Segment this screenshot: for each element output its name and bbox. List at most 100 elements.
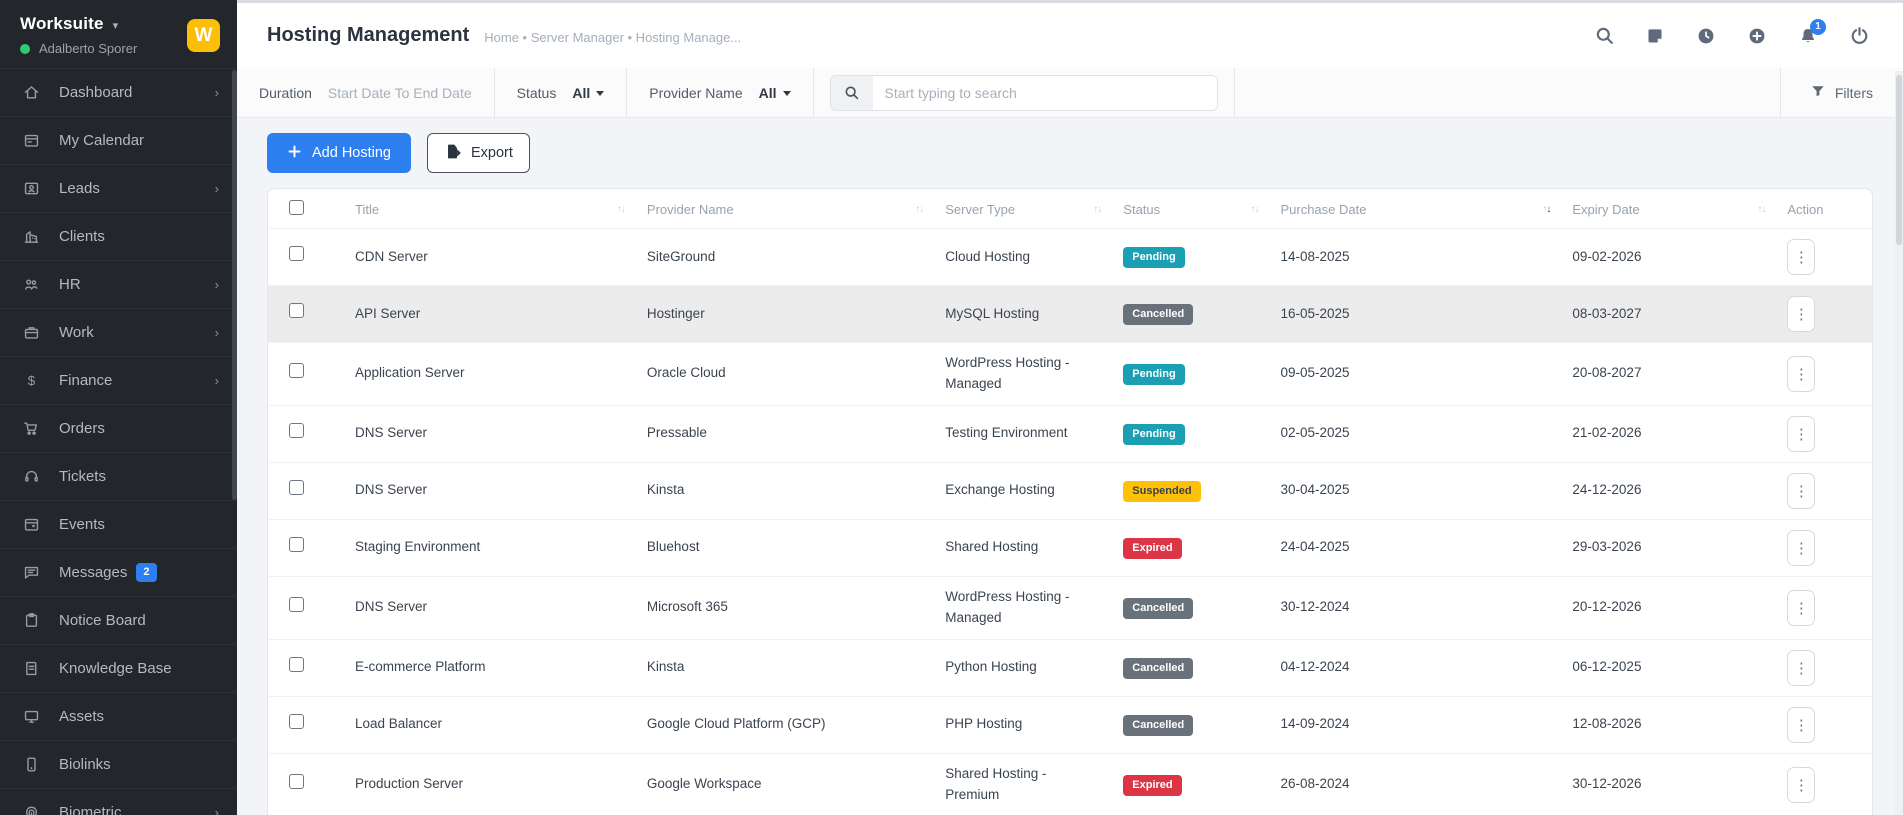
- cell-server-type: Cloud Hosting: [935, 228, 1114, 286]
- unread-count-badge: 2: [136, 563, 157, 582]
- sidebar-item-messages[interactable]: Messages 2: [0, 548, 237, 596]
- sidebar-item-dashboard[interactable]: Dashboard ›: [0, 68, 237, 116]
- sidebar-item-notice-board[interactable]: Notice Board: [0, 596, 237, 644]
- sidebar-item-assets[interactable]: Assets: [0, 692, 237, 740]
- row-actions-button[interactable]: ⋮: [1787, 589, 1816, 626]
- cell-expiry-date: 20-12-2026: [1562, 575, 1778, 640]
- cell-title: Production Server: [344, 752, 637, 815]
- table-row: E-commerce Platform Kinsta Python Hosting C…: [268, 638, 1872, 697]
- row-checkbox[interactable]: [289, 303, 304, 319]
- cell-server-type: MySQL Hosting: [935, 285, 1114, 343]
- provider-dropdown[interactable]: All: [759, 85, 791, 101]
- column-header-provider-name[interactable]: Provider Name ↑↓: [637, 189, 935, 229]
- filter-bar: Duration Start Date To End Date Status A…: [237, 68, 1903, 118]
- search-input[interactable]: [872, 75, 1217, 110]
- sidebar-item-orders[interactable]: Orders: [0, 404, 237, 452]
- sidebar-item-events[interactable]: Events: [0, 500, 237, 548]
- file-text-icon: [23, 660, 40, 677]
- sidebar-item-work[interactable]: Work ›: [0, 308, 237, 356]
- filters-button[interactable]: Filters: [1779, 68, 1903, 117]
- cell-server-type: PHP Hosting: [935, 695, 1114, 754]
- sort-icon[interactable]: ↑↓: [915, 203, 924, 215]
- column-header-server-type[interactable]: Server Type ↑↓: [935, 189, 1113, 229]
- plus-icon: [287, 144, 302, 163]
- status-filter[interactable]: Status All: [495, 68, 628, 117]
- status-badge: Expired: [1123, 537, 1182, 559]
- row-checkbox[interactable]: [289, 596, 304, 612]
- row-checkbox[interactable]: [289, 713, 304, 729]
- page-scrollbar[interactable]: [1895, 71, 1903, 815]
- clock-icon[interactable]: [1696, 26, 1716, 46]
- sidebar: Worksuite ▾ Adalberto Sporer W Dashboard…: [0, 0, 237, 815]
- sort-icon[interactable]: ↑↓: [1757, 203, 1766, 215]
- message-square-icon[interactable]: [1645, 26, 1665, 46]
- power-icon[interactable]: [1849, 26, 1869, 46]
- row-checkbox[interactable]: [289, 536, 304, 552]
- sidebar-item-label: My Calendar: [59, 132, 145, 149]
- sidebar-menu: Dashboard › My Calendar Leads › Clients HR › Wor…: [0, 68, 237, 815]
- cell-title: E-commerce Platform: [344, 638, 637, 697]
- select-all-checkbox[interactable]: [289, 200, 304, 215]
- sidebar-item-tickets[interactable]: Tickets: [0, 452, 237, 500]
- sidebar-item-hr[interactable]: HR ›: [0, 260, 237, 308]
- column-header-status[interactable]: Status ↑↓: [1113, 189, 1270, 229]
- user-name: Adalberto Sporer: [39, 41, 138, 56]
- row-checkbox[interactable]: [289, 773, 304, 789]
- breadcrumb[interactable]: Home • Server Manager • Hosting Manage..…: [484, 29, 742, 45]
- status-label: Status: [516, 84, 557, 101]
- sidebar-item-knowledge-base[interactable]: Knowledge Base: [0, 644, 237, 692]
- row-checkbox[interactable]: [289, 422, 304, 438]
- column-header-purchase-date[interactable]: Purchase Date ↑↓: [1270, 189, 1562, 229]
- row-actions-button[interactable]: ⋮: [1787, 766, 1816, 803]
- sidebar-item-leads[interactable]: Leads ›: [0, 164, 237, 212]
- sort-icon[interactable]: ↑↓: [1542, 203, 1551, 215]
- status-dropdown[interactable]: All: [572, 85, 605, 101]
- search-icon[interactable]: [1594, 26, 1614, 46]
- row-actions-button[interactable]: ⋮: [1787, 529, 1816, 566]
- duration-range-input[interactable]: Start Date To End Date: [327, 84, 472, 101]
- sort-icon[interactable]: ↑↓: [616, 203, 626, 215]
- row-checkbox[interactable]: [289, 246, 304, 262]
- column-header-title[interactable]: Title ↑↓: [345, 189, 637, 229]
- table-body: CDN Server SiteGround Cloud Hosting Pending…: [268, 228, 1872, 815]
- row-checkbox[interactable]: [289, 362, 304, 378]
- row-actions-button[interactable]: ⋮: [1787, 706, 1816, 743]
- cell-provider: Pressable: [636, 404, 936, 463]
- page-scrollbar-thumb[interactable]: [1896, 75, 1902, 245]
- row-actions-button[interactable]: ⋮: [1787, 239, 1816, 275]
- sidebar-item-biolinks[interactable]: Biolinks: [0, 740, 237, 788]
- cell-expiry-date: 06-12-2025: [1562, 638, 1778, 697]
- row-actions-button[interactable]: ⋮: [1787, 649, 1816, 686]
- bell-icon[interactable]: 1: [1798, 18, 1826, 46]
- sidebar-item-label: Assets: [59, 708, 105, 725]
- toolbar: Add Hosting Export: [267, 133, 1873, 173]
- sidebar-item-biometric[interactable]: Biometric ›: [0, 788, 237, 815]
- row-checkbox[interactable]: [289, 479, 304, 495]
- export-button[interactable]: Export: [427, 133, 530, 173]
- add-hosting-label: Add Hosting: [312, 145, 391, 161]
- row-actions-button[interactable]: ⋮: [1787, 296, 1816, 332]
- row-checkbox[interactable]: [289, 656, 304, 672]
- sidebar-header: Worksuite ▾ Adalberto Sporer W: [0, 0, 237, 68]
- row-actions-button[interactable]: ⋮: [1787, 472, 1816, 509]
- row-actions-button[interactable]: ⋮: [1787, 415, 1816, 452]
- kebab-menu-icon: ⋮: [1793, 306, 1809, 323]
- export-icon: [444, 143, 461, 164]
- provider-filter[interactable]: Provider Name All: [627, 68, 814, 117]
- brand-name: Worksuite: [20, 14, 104, 33]
- column-header-expiry-date[interactable]: Expiry Date ↑↓: [1562, 189, 1777, 229]
- workspace-switcher[interactable]: Worksuite ▾: [20, 14, 221, 34]
- sidebar-item-finance[interactable]: $ Finance ›: [0, 356, 237, 404]
- sidebar-item-my-calendar[interactable]: My Calendar: [0, 116, 237, 164]
- sidebar-scrollbar[interactable]: [232, 70, 237, 500]
- sidebar-item-clients[interactable]: Clients: [0, 212, 237, 260]
- duration-filter[interactable]: Duration Start Date To End Date: [237, 68, 495, 117]
- sort-icon[interactable]: ↑↓: [1093, 203, 1102, 215]
- chevron-right-icon: ›: [214, 373, 219, 388]
- row-actions-button[interactable]: ⋮: [1787, 355, 1816, 392]
- kebab-menu-icon: ⋮: [1793, 776, 1809, 794]
- sort-icon[interactable]: ↑↓: [1250, 203, 1259, 215]
- plus-circle-icon[interactable]: [1747, 26, 1767, 46]
- app-logo[interactable]: W: [187, 19, 220, 52]
- add-hosting-button[interactable]: Add Hosting: [267, 133, 411, 173]
